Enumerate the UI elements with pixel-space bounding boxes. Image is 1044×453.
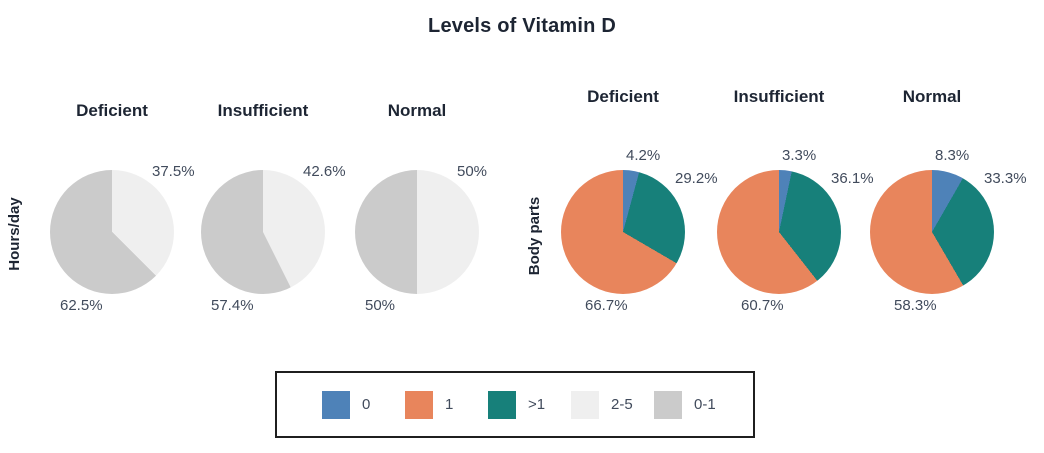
legend-item: 2-5 bbox=[571, 390, 654, 419]
pie-slice-label: 60.7% bbox=[741, 297, 784, 314]
legend-item: >1 bbox=[488, 390, 571, 419]
pie-title: Deficient bbox=[587, 87, 659, 106]
legend-label: 0-1 bbox=[694, 396, 716, 413]
pie-chart bbox=[870, 170, 994, 294]
pie-slice-label: 42.6% bbox=[303, 163, 346, 180]
row-axis-label: Body parts bbox=[526, 196, 543, 276]
legend-swatch bbox=[322, 390, 350, 419]
pie-chart bbox=[561, 170, 685, 294]
pie-chart bbox=[355, 170, 479, 294]
pie-slice-label: 8.3% bbox=[935, 147, 970, 164]
pie-chart bbox=[201, 170, 325, 294]
pie-title: Insufficient bbox=[217, 101, 309, 120]
pie-title: Insufficient bbox=[733, 87, 825, 106]
pie-slice-label: 57.4% bbox=[211, 297, 254, 314]
row-axis-label: Hours/day bbox=[6, 197, 23, 271]
legend-swatch bbox=[654, 390, 682, 419]
pie-slice-label: 29.2% bbox=[675, 170, 718, 187]
pie-title: Normal bbox=[902, 87, 962, 106]
legend-item: 1 bbox=[405, 390, 488, 419]
pie-chart bbox=[50, 170, 174, 294]
pie-slice-label: 4.2% bbox=[626, 147, 661, 164]
pie-slice-label: 33.3% bbox=[984, 170, 1027, 187]
legend-label: 1 bbox=[445, 396, 454, 413]
legend-item: 0 bbox=[322, 390, 405, 419]
legend-swatch bbox=[488, 390, 516, 419]
legend-label: 2-5 bbox=[611, 396, 633, 413]
pie-title: Deficient bbox=[76, 101, 148, 120]
chart-title: Levels of Vitamin D bbox=[428, 15, 616, 37]
pie-slice-label: 62.5% bbox=[60, 297, 103, 314]
pie-slice-label: 50% bbox=[365, 297, 396, 314]
legend-box: 0 1 >1 2-5 0-1 bbox=[275, 371, 755, 438]
pie-slice-label: 58.3% bbox=[894, 297, 937, 314]
pie-slice-label: 50% bbox=[457, 163, 488, 180]
pie-chart bbox=[717, 170, 841, 294]
legend-label: 0 bbox=[362, 396, 371, 413]
pie-slice-label: 66.7% bbox=[585, 297, 628, 314]
pie-slice-label: 37.5% bbox=[152, 163, 195, 180]
pie-slice-label: 3.3% bbox=[782, 147, 817, 164]
legend-swatch bbox=[571, 390, 599, 419]
legend-swatch bbox=[405, 390, 433, 419]
pie-slice-label: 36.1% bbox=[831, 170, 874, 187]
legend-label: >1 bbox=[528, 396, 546, 413]
legend-item: 0-1 bbox=[654, 390, 737, 419]
pie-title: Normal bbox=[387, 101, 447, 120]
